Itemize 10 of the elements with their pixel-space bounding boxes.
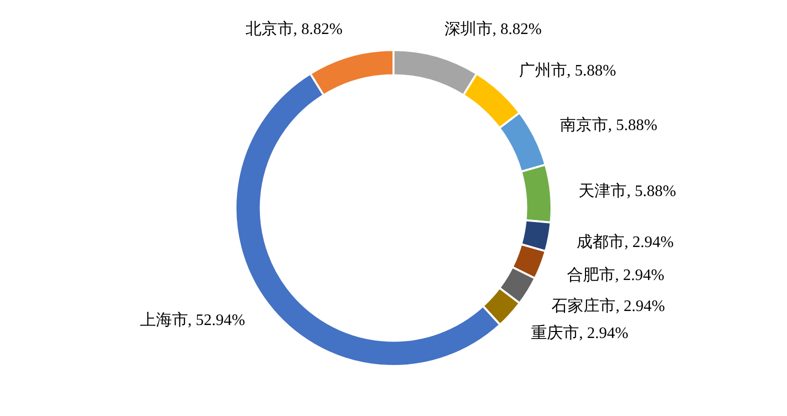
slice-label: 北京市, 8.82%	[245, 20, 343, 38]
slice-label: 广州市, 5.88%	[518, 62, 616, 80]
slice-label: 石家庄市, 2.94%	[552, 296, 666, 315]
slice-label: 上海市, 52.94%	[140, 311, 246, 330]
slice-label: 南京市, 5.88%	[560, 116, 658, 134]
slice-label: 天津市, 5.88%	[578, 182, 676, 200]
slice-label: 成都市, 2.94%	[576, 233, 674, 252]
slice-label: 深圳市, 8.82%	[444, 20, 542, 38]
slice-label: 重庆市, 2.94%	[531, 324, 628, 342]
slice-label: 合肥市, 2.94%	[566, 266, 664, 284]
